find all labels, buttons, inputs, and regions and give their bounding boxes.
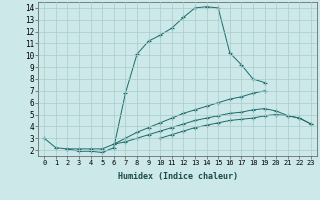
X-axis label: Humidex (Indice chaleur): Humidex (Indice chaleur) bbox=[118, 172, 238, 181]
